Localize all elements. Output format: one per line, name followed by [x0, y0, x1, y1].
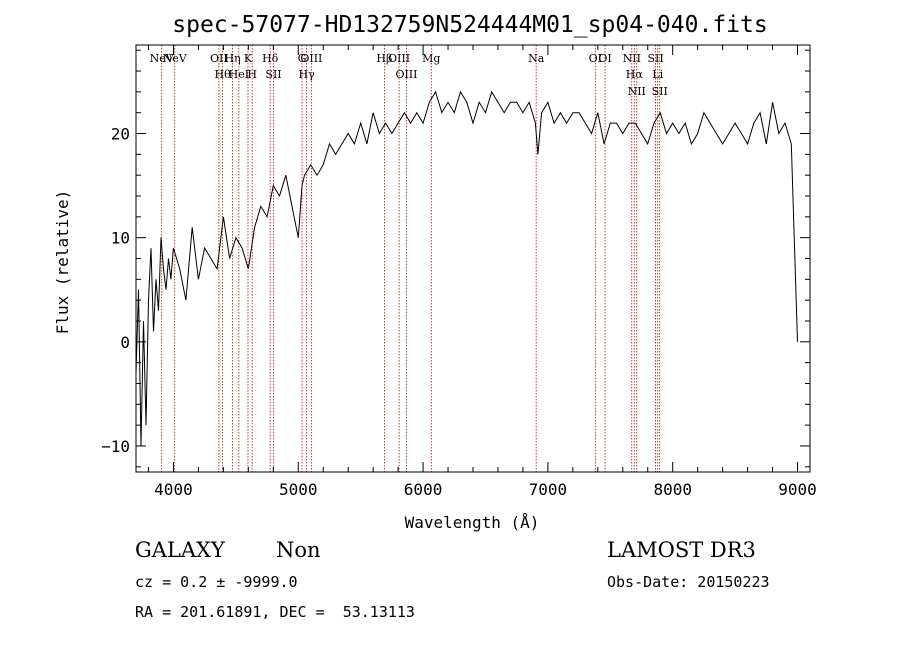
x-tick-label: 7000 — [529, 480, 568, 499]
obs-date-text: Obs-Date: 20150223 — [607, 573, 770, 591]
spectral-line-label: HeI — [229, 68, 249, 81]
class-label: GALAXY — [135, 538, 225, 562]
spectral-line-label: OIII — [395, 68, 417, 81]
y-axis-label: Flux (relative) — [53, 190, 72, 335]
redshift-text: cz = 0.2 ± -9999.0 — [135, 573, 298, 591]
spectral-line-label: NII — [623, 52, 641, 65]
spectral-line-label: Hβ — [376, 52, 392, 65]
x-tick-label: 6000 — [404, 480, 443, 499]
spectral-line-label: NeV — [150, 52, 175, 65]
x-tick-label: 9000 — [778, 480, 817, 499]
spectrum-line — [135, 90, 798, 447]
spectral-line-label: SII — [652, 85, 668, 98]
spectral-line-label: K — [244, 52, 253, 65]
spectral-line-label: Mg — [422, 52, 440, 65]
spectral-line-label: NeV — [163, 52, 188, 65]
y-tick-label: 10 — [111, 229, 130, 248]
spectral-line-label: Hα — [626, 68, 644, 81]
spectral-line-label: OI — [589, 52, 602, 65]
y-tick-label: 20 — [111, 125, 130, 144]
x-axis-label: Wavelength (Å) — [405, 513, 540, 532]
spectral-line-label: G — [298, 52, 307, 65]
spectral-line-label: OIII — [388, 52, 410, 65]
spectral-line-label: Na — [528, 52, 545, 65]
x-tick-label: 8000 — [653, 480, 692, 499]
spectral-line-label: SII — [647, 52, 663, 65]
spectral-line-label: OI — [598, 52, 611, 65]
subclass-label: Non — [276, 538, 321, 562]
x-tick-label: 4000 — [154, 480, 193, 499]
axes-layer: 4000 5000 6000 7000 8000 9000 −10 0 10 20 — [101, 45, 817, 499]
spectral-line-label: Hθ — [215, 68, 232, 81]
spectral-line-label: OII — [210, 52, 228, 65]
spectral-line-label: Hη — [225, 52, 241, 65]
y-tick-label: −10 — [101, 437, 130, 456]
spectral-line-label: OIII — [300, 52, 322, 65]
spectral-line-label: SII — [265, 68, 281, 81]
coordinates-text: RA = 201.61891, DEC = 53.13113 — [135, 603, 415, 621]
x-tick-label: 5000 — [279, 480, 318, 499]
spectral-line-label: Li — [652, 68, 663, 81]
survey-label: LAMOST DR3 — [607, 538, 756, 562]
spectral-line-label: Hγ — [299, 68, 316, 81]
series-layer — [135, 90, 798, 447]
y-tick-label: 0 — [120, 333, 130, 352]
plot-frame — [135, 44, 811, 473]
spectral-line-label: Hδ — [262, 52, 279, 65]
spectral-line-label: NII — [628, 85, 646, 98]
chart-title: spec-57077-HD132759N524444M01_sp04-040.f… — [172, 12, 767, 38]
spectral-line-label: H — [247, 68, 257, 81]
